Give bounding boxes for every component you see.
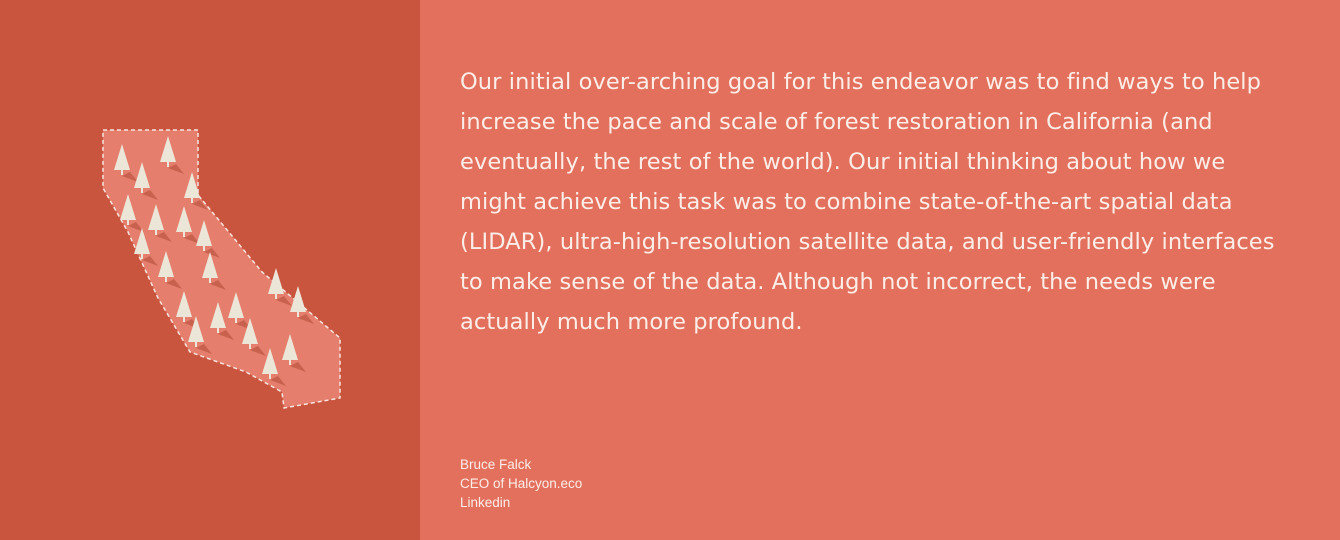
pine-tree-icon xyxy=(202,252,226,290)
pine-tree-icon xyxy=(184,172,208,210)
author-block: Bruce Falck CEO of Halcyon.eco Linkedin xyxy=(460,455,582,512)
pine-tree-icon xyxy=(134,162,158,200)
pine-tree-icon xyxy=(134,228,158,266)
quote-panel: Our initial over-arching goal for this e… xyxy=(420,0,1340,540)
pine-tree-icon xyxy=(158,251,182,289)
pine-tree-icon xyxy=(242,318,266,356)
pine-tree-icon xyxy=(268,268,292,306)
california-shape xyxy=(103,130,340,408)
pine-tree-icon xyxy=(290,286,314,324)
pine-tree-icon xyxy=(282,334,306,372)
pine-tree-icon xyxy=(114,144,138,182)
author-name: Bruce Falck xyxy=(460,457,532,472)
california-outline xyxy=(102,129,341,409)
california-map-icon xyxy=(102,129,341,409)
pine-tree-icon xyxy=(148,204,172,242)
linkedin-link[interactable]: Linkedin xyxy=(460,495,511,510)
pine-tree-icon xyxy=(262,348,286,386)
pine-tree-icon xyxy=(196,220,220,258)
testimonial-quote: Our initial over-arching goal for this e… xyxy=(460,69,1275,335)
pine-tree-icon xyxy=(188,316,212,354)
trees-group xyxy=(114,136,314,386)
author-title: CEO of Halcyon.eco xyxy=(460,476,583,491)
pine-tree-icon xyxy=(160,136,184,174)
illustration-panel xyxy=(0,0,420,540)
pine-tree-icon xyxy=(176,206,200,244)
pine-tree-icon xyxy=(120,194,144,232)
pine-tree-icon xyxy=(210,302,234,340)
